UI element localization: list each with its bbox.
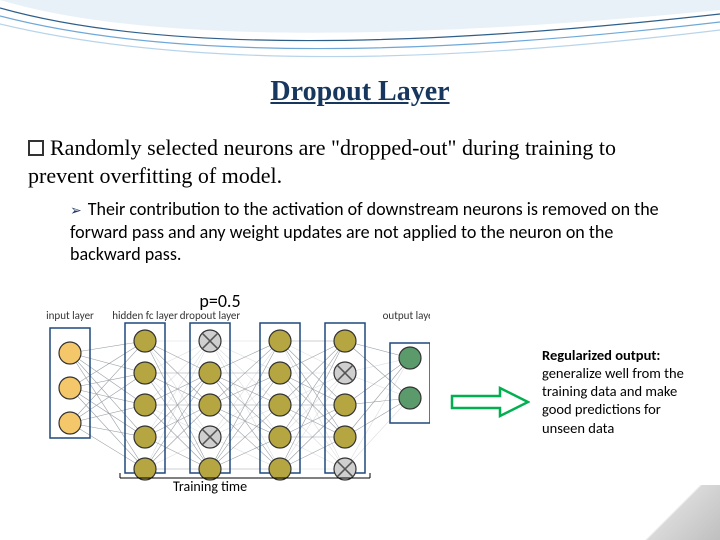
slide-title: Dropout Layer	[0, 76, 720, 108]
nn-diagram: p=0.5input layerhidden fc layerdropout l…	[20, 295, 430, 495]
arrow-icon	[450, 385, 530, 419]
svg-text:hidden fc layer: hidden fc layer	[112, 309, 178, 322]
square-bullet-icon	[28, 140, 44, 156]
main-bullet-text: Randomly selected neurons are "dropped-o…	[28, 135, 616, 188]
page-curl-icon	[630, 485, 720, 540]
svg-text:Training time: Training time	[173, 478, 247, 495]
svg-text:dropout layer: dropout layer	[180, 309, 241, 322]
header-swoosh	[0, 0, 720, 80]
callout-bold: Regularized output:	[542, 346, 660, 364]
callout-rest: generalize well from the training data a…	[542, 364, 684, 436]
svg-text:output layer: output layer	[383, 309, 430, 322]
svg-text:input layer: input layer	[46, 309, 94, 322]
callout-text: Regularized output: generalize well from…	[542, 346, 690, 437]
sub-bullet-text: Their contribution to the activation of …	[70, 198, 659, 265]
triangle-bullet-icon: ➢	[70, 202, 82, 219]
sub-bullet: ➢Their contribution to the activation of…	[70, 198, 680, 266]
main-bullet: Randomly selected neurons are "dropped-o…	[28, 134, 680, 189]
